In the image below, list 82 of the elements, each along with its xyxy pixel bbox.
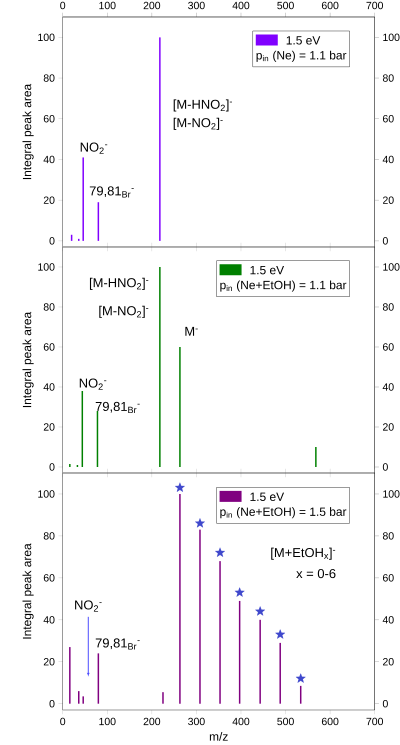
- y-tick-label: 60: [44, 343, 55, 351]
- annotation: 79,81$_{Br}$-: [96, 638, 140, 650]
- y2-tick-label: 100: [383, 34, 400, 42]
- annotation: [M-NO$_{2}$]$^{-}$: [99, 306, 148, 318]
- x-tick-label: 500: [277, 718, 294, 726]
- x2-tick-label: 100: [99, 2, 116, 10]
- y2-tick-label: 80: [382, 74, 394, 82]
- legend-title: p$_{in}$ (Ne+EtOH) = 1.5 bar: [220, 507, 346, 518]
- y-tick-label: 60: [44, 574, 55, 582]
- x-tick-label: 300: [188, 718, 205, 726]
- point: [195, 518, 205, 528]
- x-tick-label: 200: [144, 718, 160, 726]
- y2-tick-label: 20: [383, 196, 394, 204]
- x-tick-label: 400: [232, 718, 250, 726]
- y2-tick-label: 60: [383, 574, 394, 582]
- point: [255, 606, 266, 616]
- y2-tick-label: 80: [382, 532, 394, 540]
- y2-tick-label: 40: [382, 156, 394, 164]
- y-tick-label: 80: [44, 74, 55, 82]
- x-tick-label: 600: [322, 718, 338, 726]
- y-tick-label: 20: [44, 423, 55, 431]
- y-tick-label: 40: [44, 156, 55, 164]
- annotation: 79,81$_{Br}$-: [90, 186, 134, 198]
- point: [296, 673, 306, 683]
- annotation: [M-HNO$_{2}$]$^{-}$: [174, 99, 232, 112]
- y2-tick-label: 0: [382, 237, 388, 245]
- y-tick-label: 100: [38, 490, 55, 498]
- x-tick-label: 0: [60, 718, 66, 726]
- legend-label: 1.5 eV: [250, 492, 284, 501]
- y-tick-label: 40: [44, 616, 55, 624]
- legend-label: 1.5 eV: [250, 266, 284, 274]
- y-tick-label: 60: [44, 115, 55, 122]
- x-axis-title: m/z: [210, 732, 228, 741]
- y-tick-label: 0: [50, 237, 55, 245]
- annotation: 79,81$_{Br}$-: [96, 402, 140, 414]
- x-tick-label: 700: [366, 718, 384, 726]
- x-tick-label: 100: [99, 718, 116, 726]
- annotation: NO$_{2}$-: [75, 600, 102, 612]
- annotation: M$^{-}$: [185, 326, 198, 336]
- y2-tick-label: 40: [382, 383, 394, 391]
- annotation: [M-NO$_{2}$]$^{-}$: [174, 118, 223, 130]
- y2-tick-label: 0: [382, 700, 388, 708]
- point: [174, 482, 185, 492]
- x2-tick-label: 400: [232, 2, 250, 10]
- y2-tick-label: 100: [383, 490, 400, 498]
- y-tick-label: 40: [44, 383, 55, 391]
- y-tick-label: 80: [44, 532, 55, 540]
- y-axis-title: Integral peak area: [22, 312, 34, 408]
- annotation: [M-HNO$_{2}$]$^{-}$: [90, 278, 148, 290]
- y2-tick-label: 60: [383, 343, 394, 351]
- y-axis-title: Integral peak area: [22, 84, 34, 180]
- y-tick-label: 20: [44, 658, 55, 666]
- y2-tick-label: 100: [383, 263, 400, 271]
- y2-tick-label: 40: [382, 616, 394, 624]
- x2-tick-label: 0: [60, 2, 66, 10]
- y-tick-label: 0: [50, 463, 55, 471]
- y2-tick-label: 20: [383, 658, 394, 666]
- y-tick-label: 20: [44, 196, 55, 204]
- legend-title: p$_{in}$ (Ne) = 1.1 bar: [256, 50, 346, 62]
- point: [275, 629, 286, 639]
- y2-tick-label: 60: [383, 115, 394, 122]
- x2-tick-label: 600: [322, 2, 338, 10]
- y2-tick-label: 0: [382, 463, 388, 471]
- y-tick-label: 100: [38, 263, 55, 271]
- x2-tick-label: 500: [277, 2, 294, 10]
- y-tick-label: 100: [38, 34, 55, 42]
- annotation: x = 0-6: [296, 568, 336, 578]
- y-tick-label: 80: [44, 303, 55, 311]
- y2-tick-label: 20: [383, 423, 394, 431]
- y-axis-title: Integral peak area: [22, 543, 34, 639]
- annotation: NO$_{2}$-: [80, 142, 108, 154]
- legend-label: 1.5 eV: [286, 36, 320, 45]
- point: [215, 547, 225, 557]
- y-tick-label: 0: [50, 700, 55, 708]
- annotation: NO$_{2}$-: [80, 378, 106, 390]
- x2-tick-label: 700: [366, 2, 384, 10]
- legend-title: p$_{in}$ (Ne+EtOH) = 1.1 bar: [220, 280, 346, 292]
- y2-tick-label: 80: [382, 303, 394, 311]
- annotation: [M+EtOH$_{x}$]$^{-}$: [271, 548, 336, 560]
- x2-tick-label: 300: [188, 2, 205, 10]
- x2-tick-label: 200: [144, 2, 160, 10]
- point: [234, 587, 245, 597]
